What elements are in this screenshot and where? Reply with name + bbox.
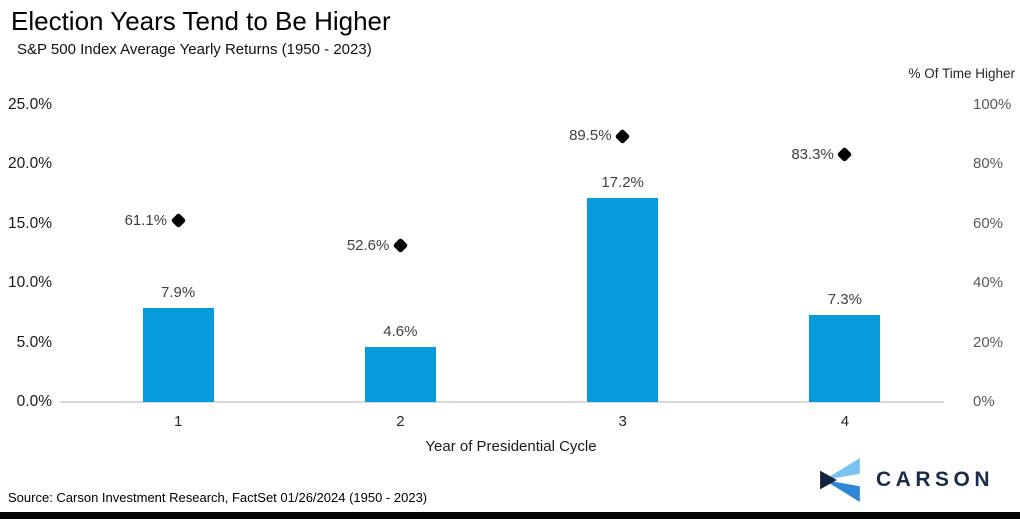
carson-chevron-icon [820,458,860,502]
marker-value-label: 61.1% [124,211,168,229]
bar-value-label: 4.6% [383,323,418,341]
left-axis-tick: 20.0% [8,155,52,173]
right-axis-tick: 60% [973,214,1004,232]
diamond-marker [170,212,186,229]
marker-value-label: 52.6% [346,236,390,254]
diamond-marker [614,128,631,144]
left-axis-tick: 25.0% [8,96,52,113]
footer-divider-bar [0,512,1020,519]
x-axis-tick: 1 [173,413,183,430]
left-axis-tick: 10.0% [8,274,52,292]
bar [142,308,214,402]
right-axis-title: % Of Time Higher [908,66,1015,81]
x-axis-tick: 4 [840,413,850,430]
marker-value-label: 89.5% [569,127,612,145]
bar [809,315,881,402]
bar-value-label: 7.9% [161,284,196,302]
bar-value-label: 7.3% [827,291,862,309]
right-axis-tick: 100% [973,96,1012,113]
carson-wordmark: CARSON [876,468,995,491]
left-axis-tick: 5.0% [16,333,52,351]
right-axis-tick: 0% [973,393,995,410]
diamond-marker [837,146,853,163]
x-axis-title: Year of Presidential Cycle [425,438,597,455]
bar-value-label: 17.2% [601,173,644,191]
diamond-marker [392,237,409,254]
x-axis-baseline [60,401,944,403]
bar [587,197,659,402]
x-axis-tick: 2 [396,413,405,430]
bar [364,347,436,402]
chart-title: Election Years Tend to Be Higher [11,6,391,36]
x-axis-tick: 3 [618,413,627,430]
marker-value-label: 83.3% [791,145,834,163]
right-axis-tick: 80% [973,155,1004,173]
right-axis-tick: 40% [973,274,1004,292]
left-axis-tick: 0.0% [16,393,52,410]
left-axis-tick: 15.0% [8,214,52,232]
source-note: Source: Carson Investment Research, Fact… [8,490,428,505]
carson-logo: CARSON [818,457,994,503]
right-axis-tick: 20% [973,333,1004,351]
chart-subtitle: S&P 500 Index Average Yearly Returns (19… [17,41,372,58]
